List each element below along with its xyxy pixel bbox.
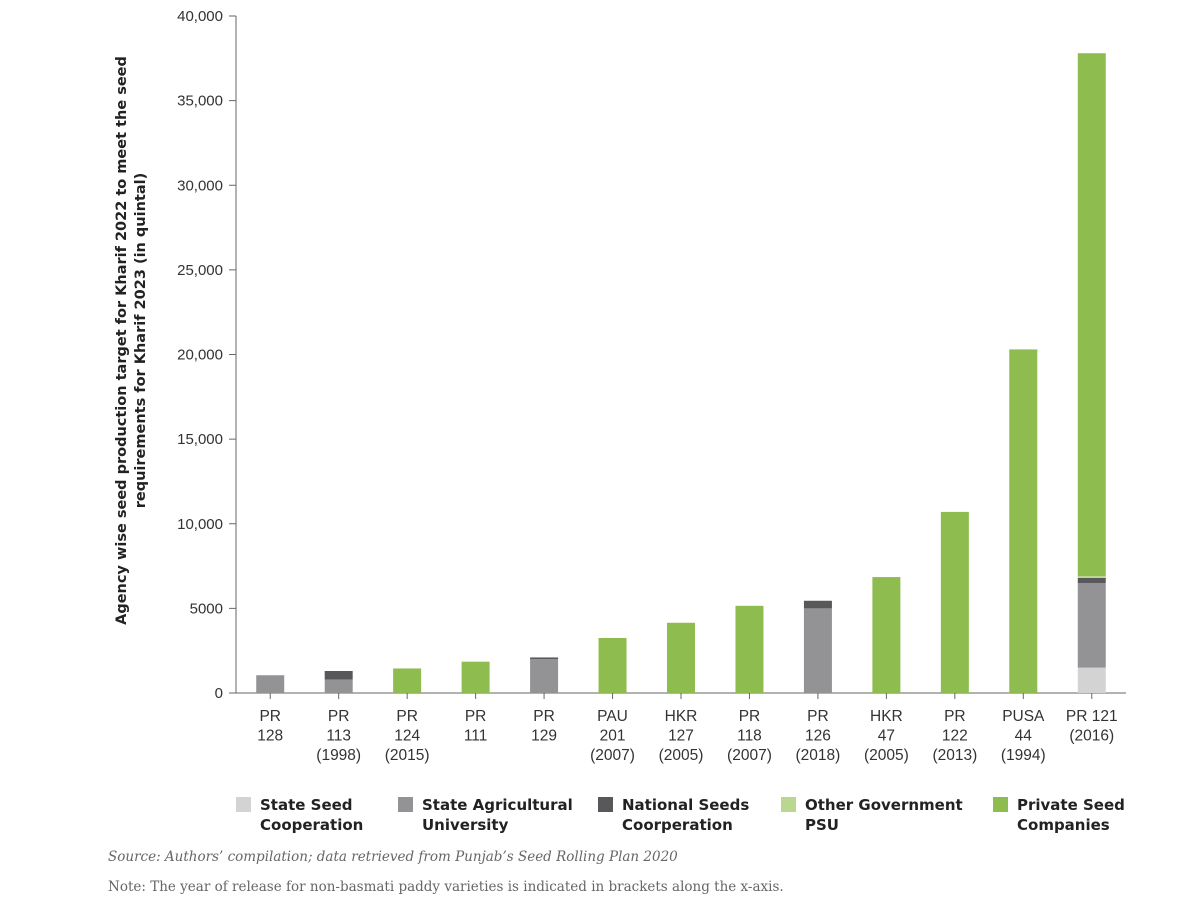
bar-segment: [803, 600, 832, 609]
y-tick-label: 5000: [190, 600, 223, 617]
x-tick-label: HKR 47 (2005): [864, 708, 909, 764]
y-axis-label: Agency wise seed production target for K…: [114, 56, 149, 625]
y-tick-label: 35,000: [177, 93, 223, 110]
y-tick-label: 30,000: [177, 177, 223, 194]
x-tick-label: PR 118 (2007): [727, 708, 772, 764]
y-tick-label: 15,000: [177, 431, 223, 448]
legend-item: State Seed Cooperation: [236, 795, 363, 835]
x-tick-label: PUSA 44 (1994): [1001, 708, 1046, 764]
x-tick-label: PR 121 (2016): [1066, 708, 1118, 745]
legend-swatch: [598, 797, 613, 812]
bar-segment: [667, 622, 695, 693]
x-axis: PR 128 PR 113 (1998) PR 124 (2015) PR 111 PR 129 PAU…: [236, 692, 1126, 764]
bar-segment: [256, 675, 285, 693]
legend-label: Private Seed Companies: [1017, 796, 1125, 834]
x-tick-label: HKR 127 (2005): [659, 708, 704, 764]
bar-segment: [324, 679, 353, 693]
bar-segment: [1077, 53, 1106, 577]
x-tick-label: PR 113 (1998): [316, 708, 361, 764]
stacked-bar-chart: 0 5000 10,000 15,000 20,000 25,000 30,000 35,00…: [114, 8, 1126, 764]
x-tick-label: PAU 201 (2007): [590, 708, 635, 764]
x-tick-label: PR 128: [257, 708, 283, 745]
legend-item: National Seeds Coorperation: [598, 795, 749, 835]
bar-segment: [1009, 349, 1038, 693]
footnote: Note: The year of release for non-basmat…: [108, 879, 784, 895]
x-tick-label: PR 126 (2018): [796, 708, 841, 764]
legend-label: State Seed Cooperation: [260, 796, 364, 834]
legend-item: Private Seed Companies: [993, 795, 1125, 835]
y-tick-label: 25,000: [177, 262, 223, 279]
bar-segment: [735, 605, 764, 693]
bars: [256, 53, 1106, 693]
bar-segment: [1077, 576, 1106, 578]
legend-item: State Agricultural University: [398, 795, 573, 835]
bar-segment: [1077, 577, 1106, 583]
bar-segment: [940, 511, 969, 693]
y-tick-label: 40,000: [177, 8, 223, 25]
legend-swatch: [236, 797, 251, 812]
x-tick-label: PR 111: [464, 708, 488, 745]
y-tick-label: 20,000: [177, 347, 223, 364]
legend-item: Other Government PSU: [781, 795, 963, 835]
source-note: Source: Authors’ compilation; data retri…: [108, 849, 678, 865]
legend-swatch: [781, 797, 796, 812]
bar-segment: [324, 670, 353, 680]
legend-swatch: [398, 797, 413, 812]
x-tick-label: PR 122 (2013): [932, 708, 977, 764]
y-tick-label: 0: [215, 685, 223, 702]
bar-segment: [1077, 582, 1106, 668]
bar-segment: [461, 661, 490, 693]
bar-segment: [530, 659, 559, 693]
bar-segment: [803, 608, 832, 693]
legend: State Seed Cooperation State Agricultural…: [236, 795, 1136, 839]
x-tick-label: PR 124 (2015): [385, 708, 430, 764]
y-axis: 0 5000 10,000 15,000 20,000 25,000 30,000 35,00…: [177, 8, 237, 702]
legend-swatch: [993, 797, 1008, 812]
bar-segment: [1077, 667, 1106, 693]
legend-label: State Agricultural University: [422, 796, 573, 834]
bar-segment: [530, 657, 559, 660]
bar-segment: [598, 637, 627, 693]
legend-label: Other Government PSU: [805, 796, 963, 834]
legend-label: National Seeds Coorperation: [622, 796, 750, 834]
y-tick-label: 10,000: [177, 516, 223, 533]
x-tick-label: PR 129: [531, 708, 557, 745]
bar-segment: [393, 668, 422, 693]
bar-segment: [872, 577, 901, 693]
